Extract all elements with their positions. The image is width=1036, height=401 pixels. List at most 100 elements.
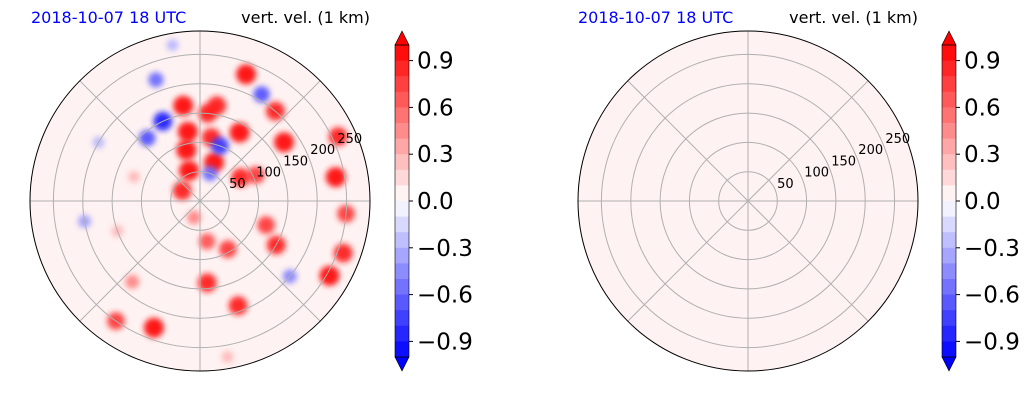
title-variable-2: vert. vel. (1 km) (789, 8, 918, 27)
colorbar-level (942, 325, 956, 342)
colorbar-level (942, 341, 956, 358)
colorbar-2: 0.9 0.6 0.3 0.0 −0.3 −0.6 −0.9 (941, 30, 1020, 372)
grid-spoke (79, 80, 201, 202)
polar-grid-1 (30, 31, 370, 371)
colorbar-tick-label: −0.3 (417, 236, 473, 262)
field-cell (198, 233, 216, 250)
colorbar-level (942, 169, 956, 186)
colorbar-level (395, 185, 409, 202)
grid-spoke (747, 200, 869, 322)
colorbar-level (395, 232, 409, 249)
colorbar-level (395, 76, 409, 93)
velocity-field-1 (78, 39, 355, 363)
colorbar-level (942, 263, 956, 280)
colorbar-level (395, 91, 409, 108)
radial-tick-label: 100 (804, 166, 829, 181)
plot-boundary-2 (577, 30, 919, 372)
field-cell (325, 167, 346, 188)
grid-spoke (199, 80, 321, 202)
radial-tick-label: 200 (310, 143, 335, 158)
colorbar-level (395, 216, 409, 233)
field-cell (229, 122, 250, 143)
colorbar-tick-label: −0.9 (964, 329, 1020, 355)
colorbar-level (395, 294, 409, 311)
colorbar-level (395, 60, 409, 77)
field-cell (274, 132, 294, 153)
colorbar-level (395, 169, 409, 186)
panel-1: 2018-10-07 18 UTC vert. vel. (1 km) 50 10… (29, 8, 473, 372)
title-variable-1: vert. vel. (1 km) (241, 8, 370, 27)
colorbar-extend-max (941, 30, 957, 46)
colorbar-level (942, 310, 956, 327)
colorbar-tick-label: −0.3 (964, 236, 1020, 262)
colorbar-level (942, 107, 956, 124)
field-cell (148, 72, 164, 88)
colorbar-level (395, 263, 409, 280)
colorbar-extend-min (394, 356, 410, 372)
colorbar-level (395, 247, 409, 264)
colorbar-level (942, 154, 956, 171)
colorbar-tick-label: −0.9 (417, 329, 473, 355)
colorbar-extend-min (941, 356, 957, 372)
radial-tick-label: 50 (777, 177, 794, 192)
field-cell (221, 351, 234, 363)
grid-spoke (747, 80, 869, 202)
colorbar-level (942, 76, 956, 93)
grid-spoke (627, 200, 749, 322)
grid-spoke (79, 200, 201, 322)
field-cell (139, 129, 156, 147)
colorbar-tick-label: 0.9 (964, 49, 1001, 75)
colorbar-level (395, 138, 409, 155)
colorbar-level (942, 185, 956, 202)
radial-tick-label: 100 (256, 166, 281, 181)
title-date-1: 2018-10-07 18 UTC (31, 8, 186, 27)
radial-tick-label: 200 (858, 143, 883, 158)
field-cell (143, 317, 164, 338)
colorbar-level (942, 138, 956, 155)
colorbar-level (395, 154, 409, 171)
colorbar-level (942, 294, 956, 311)
colorbar-tick-label: −0.6 (417, 283, 473, 309)
radial-tick-label: 150 (831, 154, 856, 169)
field-cell (257, 216, 275, 234)
field-cell (173, 95, 194, 116)
field-cell (125, 274, 140, 289)
colorbar-level (395, 310, 409, 327)
colorbar-tick-label: 0.3 (964, 142, 1001, 168)
plot-boundary-1 (29, 30, 371, 372)
colorbar-level (942, 60, 956, 77)
field-cell (177, 121, 198, 142)
field-cell (231, 168, 251, 188)
colorbar-level (395, 341, 409, 358)
field-cell (166, 39, 179, 51)
field-cell (128, 171, 140, 183)
colorbar-level (942, 45, 956, 62)
colorbar-tick-label: 0.9 (417, 49, 454, 75)
title-date-2: 2018-10-07 18 UTC (578, 8, 733, 27)
radial-tick-label: 150 (283, 154, 308, 169)
radial-tick-label: 250 (885, 132, 910, 147)
colorbar-level (942, 232, 956, 249)
grid-spoke (199, 200, 321, 322)
colorbar-level (942, 247, 956, 264)
field-cell (219, 240, 237, 258)
field-cell (172, 181, 192, 201)
field-cell (236, 64, 257, 85)
colorbar-tick-label: 0.0 (417, 189, 454, 215)
colorbar-level (395, 123, 409, 140)
colorbar-level (942, 201, 956, 218)
colorbar-level (395, 279, 409, 296)
field-cell (253, 86, 270, 103)
radial-tick-label: 50 (229, 177, 246, 192)
colorbar-level (942, 91, 956, 108)
colorbar-level (395, 201, 409, 218)
field-cell (247, 166, 265, 184)
field-cell (179, 160, 199, 181)
colorbar-level (395, 325, 409, 342)
colorbar-tick-label: −0.6 (964, 283, 1020, 309)
field-cell (319, 265, 340, 286)
radial-tick-label: 250 (337, 132, 362, 147)
